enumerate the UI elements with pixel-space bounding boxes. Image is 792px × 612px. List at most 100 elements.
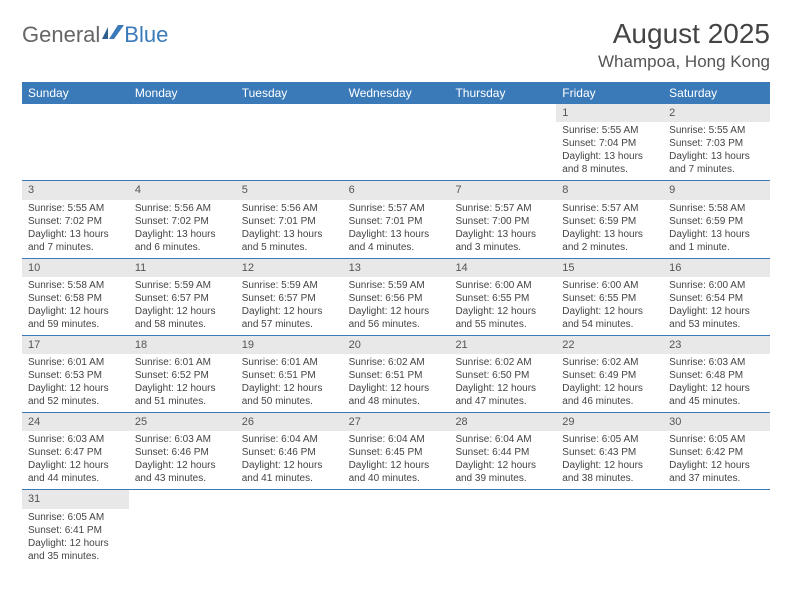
day-body — [129, 509, 236, 515]
day-cell: 12Sunrise: 5:59 AMSunset: 6:57 PMDayligh… — [236, 259, 343, 335]
day-cell: 5Sunrise: 5:56 AMSunset: 7:01 PMDaylight… — [236, 181, 343, 257]
sunset-text: Sunset: 6:44 PM — [455, 446, 550, 459]
day-cell: 19Sunrise: 6:01 AMSunset: 6:51 PMDayligh… — [236, 336, 343, 412]
day-body: Sunrise: 6:04 AMSunset: 6:45 PMDaylight:… — [343, 431, 450, 489]
daylight-text: Daylight: 12 hours and 37 minutes. — [669, 459, 764, 485]
sunset-text: Sunset: 6:51 PM — [242, 369, 337, 382]
sunset-text: Sunset: 7:04 PM — [562, 137, 657, 150]
daylight-text: Daylight: 12 hours and 53 minutes. — [669, 305, 764, 331]
sunset-text: Sunset: 6:47 PM — [28, 446, 123, 459]
sunrise-text: Sunrise: 6:03 AM — [135, 433, 230, 446]
day-body: Sunrise: 5:55 AMSunset: 7:02 PMDaylight:… — [22, 200, 129, 258]
daylight-text: Daylight: 13 hours and 4 minutes. — [349, 228, 444, 254]
day-number: 11 — [129, 259, 236, 277]
day-number: 15 — [556, 259, 663, 277]
sunset-text: Sunset: 6:56 PM — [349, 292, 444, 305]
day-number: 31 — [22, 490, 129, 508]
sunrise-text: Sunrise: 6:05 AM — [669, 433, 764, 446]
day-header: Friday — [556, 82, 663, 104]
sunset-text: Sunset: 6:41 PM — [28, 524, 123, 537]
day-number: 17 — [22, 336, 129, 354]
day-body: Sunrise: 6:04 AMSunset: 6:44 PMDaylight:… — [449, 431, 556, 489]
week-row: 17Sunrise: 6:01 AMSunset: 6:53 PMDayligh… — [22, 336, 770, 413]
day-body: Sunrise: 6:03 AMSunset: 6:46 PMDaylight:… — [129, 431, 236, 489]
day-header: Tuesday — [236, 82, 343, 104]
flag-icon — [102, 25, 124, 39]
sunrise-text: Sunrise: 5:57 AM — [562, 202, 657, 215]
day-cell: 16Sunrise: 6:00 AMSunset: 6:54 PMDayligh… — [663, 259, 770, 335]
day-header-row: Sunday Monday Tuesday Wednesday Thursday… — [22, 82, 770, 104]
sunrise-text: Sunrise: 6:00 AM — [455, 279, 550, 292]
day-number: 19 — [236, 336, 343, 354]
sunset-text: Sunset: 6:55 PM — [562, 292, 657, 305]
day-number: 18 — [129, 336, 236, 354]
sunrise-text: Sunrise: 6:04 AM — [242, 433, 337, 446]
sunset-text: Sunset: 6:59 PM — [669, 215, 764, 228]
day-cell: 7Sunrise: 5:57 AMSunset: 7:00 PMDaylight… — [449, 181, 556, 257]
day-body: Sunrise: 5:59 AMSunset: 6:57 PMDaylight:… — [129, 277, 236, 335]
day-body: Sunrise: 6:03 AMSunset: 6:48 PMDaylight:… — [663, 354, 770, 412]
sunset-text: Sunset: 6:46 PM — [242, 446, 337, 459]
sunrise-text: Sunrise: 5:57 AM — [349, 202, 444, 215]
day-body: Sunrise: 5:57 AMSunset: 6:59 PMDaylight:… — [556, 200, 663, 258]
day-header: Sunday — [22, 82, 129, 104]
day-header: Saturday — [663, 82, 770, 104]
day-cell: 17Sunrise: 6:01 AMSunset: 6:53 PMDayligh… — [22, 336, 129, 412]
day-body: Sunrise: 6:02 AMSunset: 6:50 PMDaylight:… — [449, 354, 556, 412]
daylight-text: Daylight: 13 hours and 3 minutes. — [455, 228, 550, 254]
daylight-text: Daylight: 12 hours and 44 minutes. — [28, 459, 123, 485]
daylight-text: Daylight: 12 hours and 46 minutes. — [562, 382, 657, 408]
daylight-text: Daylight: 12 hours and 51 minutes. — [135, 382, 230, 408]
day-number: 9 — [663, 181, 770, 199]
title-block: August 2025 Whampoa, Hong Kong — [598, 18, 770, 72]
day-body: Sunrise: 5:56 AMSunset: 7:01 PMDaylight:… — [236, 200, 343, 258]
day-number: 22 — [556, 336, 663, 354]
day-number — [22, 104, 129, 122]
day-body — [343, 509, 450, 515]
sunset-text: Sunset: 6:55 PM — [455, 292, 550, 305]
daylight-text: Daylight: 12 hours and 55 minutes. — [455, 305, 550, 331]
day-body: Sunrise: 6:05 AMSunset: 6:42 PMDaylight:… — [663, 431, 770, 489]
day-number: 25 — [129, 413, 236, 431]
logo: General Blue — [22, 22, 168, 48]
day-number: 24 — [22, 413, 129, 431]
sunset-text: Sunset: 6:50 PM — [455, 369, 550, 382]
day-body: Sunrise: 5:57 AMSunset: 7:01 PMDaylight:… — [343, 200, 450, 258]
daylight-text: Daylight: 12 hours and 57 minutes. — [242, 305, 337, 331]
sunrise-text: Sunrise: 6:00 AM — [562, 279, 657, 292]
day-cell: 22Sunrise: 6:02 AMSunset: 6:49 PMDayligh… — [556, 336, 663, 412]
sunset-text: Sunset: 7:01 PM — [242, 215, 337, 228]
day-body — [22, 122, 129, 128]
sunset-text: Sunset: 7:00 PM — [455, 215, 550, 228]
day-body: Sunrise: 6:02 AMSunset: 6:51 PMDaylight:… — [343, 354, 450, 412]
day-body: Sunrise: 6:01 AMSunset: 6:52 PMDaylight:… — [129, 354, 236, 412]
day-cell — [129, 490, 236, 566]
sunrise-text: Sunrise: 5:57 AM — [455, 202, 550, 215]
week-row: 31Sunrise: 6:05 AMSunset: 6:41 PMDayligh… — [22, 490, 770, 566]
day-body: Sunrise: 5:58 AMSunset: 6:59 PMDaylight:… — [663, 200, 770, 258]
day-number — [343, 490, 450, 508]
sunrise-text: Sunrise: 6:01 AM — [135, 356, 230, 369]
day-cell — [663, 490, 770, 566]
day-cell: 10Sunrise: 5:58 AMSunset: 6:58 PMDayligh… — [22, 259, 129, 335]
day-body — [449, 122, 556, 128]
week-row: 3Sunrise: 5:55 AMSunset: 7:02 PMDaylight… — [22, 181, 770, 258]
sunrise-text: Sunrise: 6:02 AM — [562, 356, 657, 369]
daylight-text: Daylight: 13 hours and 7 minutes. — [28, 228, 123, 254]
sunrise-text: Sunrise: 5:55 AM — [562, 124, 657, 137]
weeks-container: 1Sunrise: 5:55 AMSunset: 7:04 PMDaylight… — [22, 104, 770, 567]
day-body: Sunrise: 6:00 AMSunset: 6:54 PMDaylight:… — [663, 277, 770, 335]
header: General Blue August 2025 Whampoa, Hong K… — [22, 18, 770, 72]
day-number: 14 — [449, 259, 556, 277]
day-number: 29 — [556, 413, 663, 431]
sunrise-text: Sunrise: 6:04 AM — [455, 433, 550, 446]
day-cell: 23Sunrise: 6:03 AMSunset: 6:48 PMDayligh… — [663, 336, 770, 412]
day-number: 20 — [343, 336, 450, 354]
sunset-text: Sunset: 6:54 PM — [669, 292, 764, 305]
day-header: Monday — [129, 82, 236, 104]
day-number: 2 — [663, 104, 770, 122]
day-number: 16 — [663, 259, 770, 277]
sunrise-text: Sunrise: 6:02 AM — [349, 356, 444, 369]
sunset-text: Sunset: 6:52 PM — [135, 369, 230, 382]
day-number — [449, 490, 556, 508]
